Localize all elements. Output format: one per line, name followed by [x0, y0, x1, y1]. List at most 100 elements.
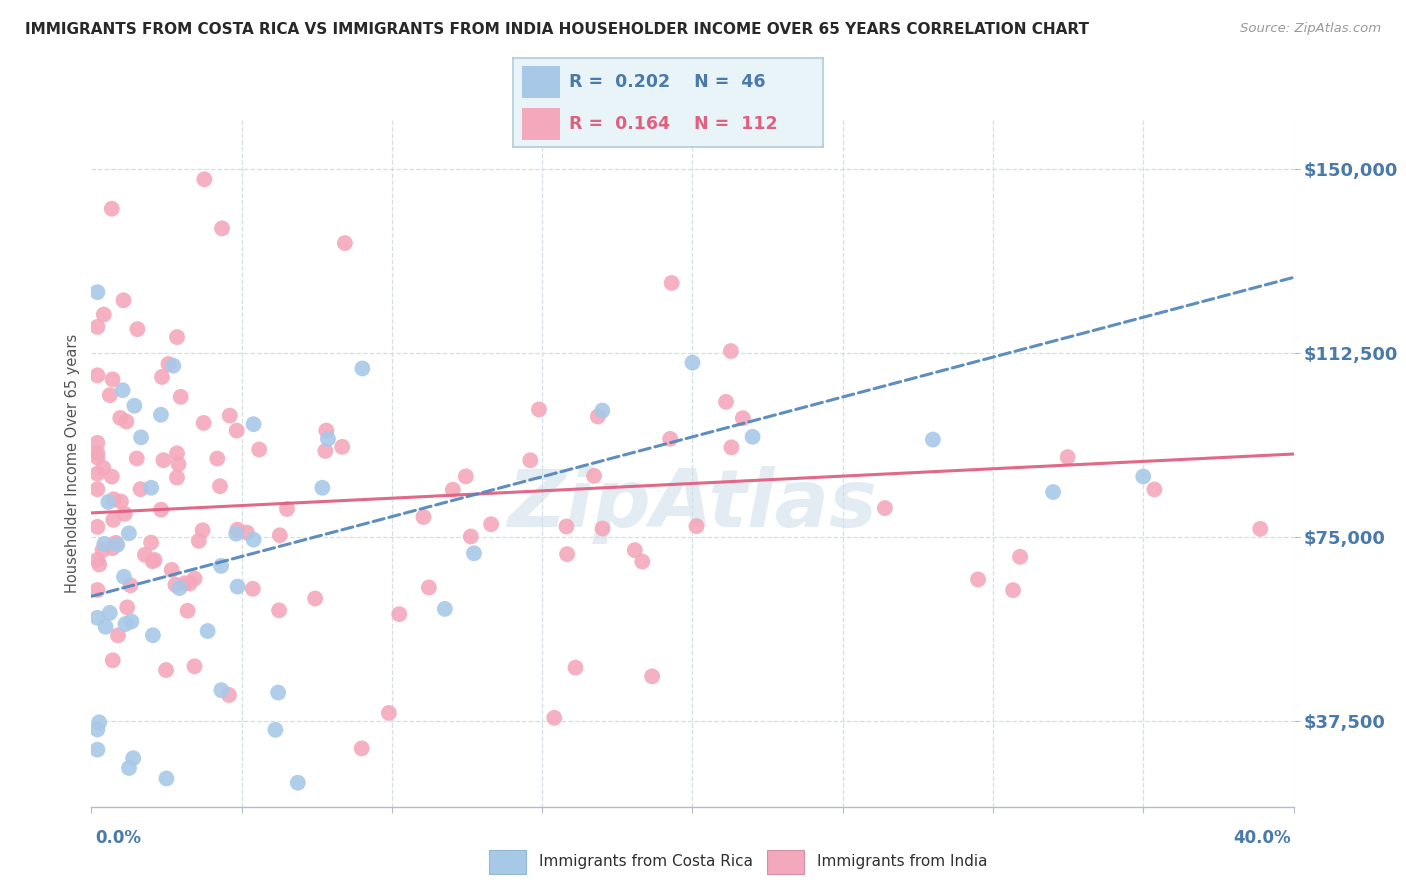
Point	[124, 399, 146, 413]
Point	[86, 368, 108, 383]
Point	[720, 344, 742, 359]
Point	[479, 517, 502, 532]
Point	[555, 547, 578, 561]
Point	[543, 711, 565, 725]
Point	[86, 483, 108, 497]
Point	[191, 523, 214, 537]
Point	[218, 409, 240, 423]
Point	[101, 653, 124, 667]
Point	[1249, 522, 1271, 536]
Point	[107, 628, 129, 642]
Point	[86, 450, 108, 465]
Point	[209, 558, 232, 573]
Point	[287, 776, 309, 790]
Point	[86, 582, 108, 597]
Point	[247, 442, 270, 457]
Point	[101, 541, 124, 556]
Point	[110, 494, 132, 508]
Text: Immigrants from Costa Rica: Immigrants from Costa Rica	[540, 855, 754, 869]
Point	[101, 469, 124, 483]
Point	[314, 444, 336, 458]
Point	[86, 319, 108, 334]
Point	[527, 402, 550, 417]
Point	[720, 440, 742, 454]
Point	[129, 482, 152, 496]
Point	[311, 481, 333, 495]
Point	[1056, 450, 1078, 465]
Point	[86, 435, 108, 450]
Point	[592, 521, 614, 535]
Point	[93, 537, 115, 551]
Point	[463, 546, 485, 560]
Point	[86, 467, 108, 481]
Point	[264, 723, 287, 737]
Point	[86, 723, 108, 737]
Point	[122, 751, 145, 765]
Point	[160, 563, 183, 577]
Point	[86, 611, 108, 625]
Point	[134, 548, 156, 562]
Point	[1132, 469, 1154, 483]
Point	[100, 202, 122, 216]
Point	[141, 481, 163, 495]
Point	[86, 553, 108, 567]
Point	[967, 573, 990, 587]
Point	[641, 669, 664, 683]
Point	[98, 606, 121, 620]
Point	[433, 602, 456, 616]
Point	[378, 706, 401, 720]
Point	[242, 417, 264, 432]
Point	[276, 502, 298, 516]
Point	[139, 535, 162, 549]
Point	[225, 424, 247, 438]
Point	[316, 432, 339, 446]
Text: Immigrants from India: Immigrants from India	[817, 855, 988, 869]
Point	[86, 446, 108, 460]
Point	[183, 659, 205, 673]
Point	[103, 513, 125, 527]
Point	[207, 451, 229, 466]
Point	[208, 479, 231, 493]
Point	[179, 576, 201, 591]
Point	[269, 603, 291, 617]
Point	[242, 533, 264, 547]
Point	[101, 372, 124, 386]
Point	[412, 510, 434, 524]
Text: R =  0.164    N =  112: R = 0.164 N = 112	[569, 115, 778, 133]
Point	[114, 507, 136, 521]
Point	[121, 615, 143, 629]
Point	[714, 395, 737, 409]
Point	[685, 519, 707, 533]
Point	[591, 403, 613, 417]
Point	[388, 607, 411, 621]
Bar	[523, 108, 560, 140]
Point	[150, 502, 173, 516]
Text: IMMIGRANTS FROM COSTA RICA VS IMMIGRANTS FROM INDIA HOUSEHOLDER INCOME OVER 65 Y: IMMIGRANTS FROM COSTA RICA VS IMMIGRANTS…	[25, 22, 1090, 37]
Point	[225, 526, 247, 541]
Point	[661, 276, 683, 290]
Point	[155, 663, 177, 677]
Point	[166, 470, 188, 484]
Point	[352, 361, 374, 376]
Point	[441, 483, 464, 497]
Point	[120, 578, 142, 592]
Text: ZipAtlas: ZipAtlas	[508, 466, 877, 544]
Point	[97, 495, 120, 509]
Point	[143, 553, 166, 567]
Point	[631, 555, 654, 569]
Point	[873, 501, 896, 516]
Point	[922, 433, 945, 447]
Point	[86, 520, 108, 534]
Point	[91, 460, 114, 475]
Point	[659, 432, 682, 446]
Point	[169, 581, 191, 595]
Point	[170, 390, 193, 404]
Y-axis label: Householder Income Over 65 years: Householder Income Over 65 years	[65, 334, 80, 593]
Point	[193, 416, 215, 430]
Point	[236, 525, 259, 540]
Text: Source: ZipAtlas.com: Source: ZipAtlas.com	[1240, 22, 1381, 36]
Point	[155, 772, 177, 786]
Text: 0.0%: 0.0%	[96, 830, 142, 847]
Point	[141, 554, 163, 568]
Point	[93, 308, 115, 322]
